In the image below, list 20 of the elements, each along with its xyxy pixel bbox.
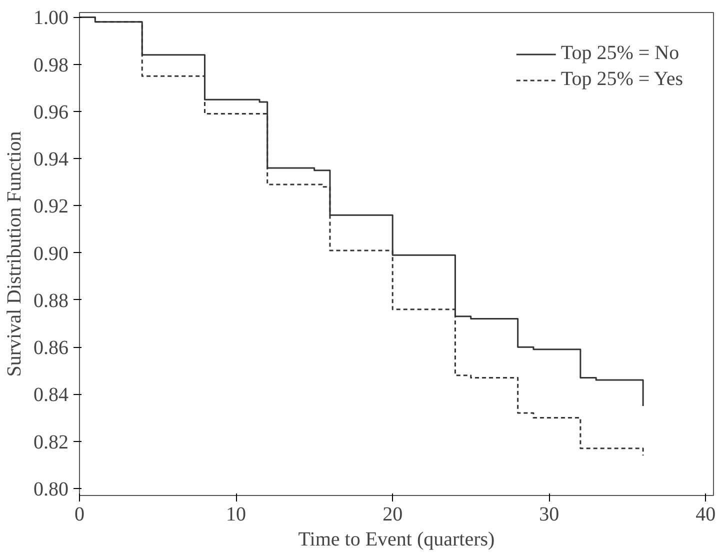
x-tick-label: 10 [226, 504, 246, 526]
y-tick-label: 0.94 [34, 148, 68, 171]
y-tick-label: 0.80 [34, 478, 68, 500]
x-tick-label: 20 [382, 504, 403, 526]
y-tick-label: 0.82 [34, 431, 68, 454]
y-tick-label: 1.00 [34, 7, 68, 30]
y-tick-label: 0.88 [34, 290, 68, 312]
legend-label: Top 25% = No [560, 42, 680, 65]
legend-label: Top 25% = Yes [560, 68, 683, 91]
y-axis-title: Survival Distribution Function [4, 131, 26, 377]
y-tick-label: 0.96 [34, 101, 68, 124]
y-tick-label: 0.84 [34, 384, 68, 406]
x-tick-label: 30 [539, 504, 560, 526]
y-tick-label: 0.98 [34, 54, 68, 76]
x-axis-title: Time to Event (quarters) [298, 528, 495, 550]
x-tick-label: 0 [74, 504, 84, 526]
y-tick-label: 0.92 [34, 196, 68, 218]
y-tick-label: 0.90 [34, 242, 68, 265]
y-tick-label: 0.86 [34, 337, 68, 360]
x-tick-label: 40 [696, 504, 716, 526]
